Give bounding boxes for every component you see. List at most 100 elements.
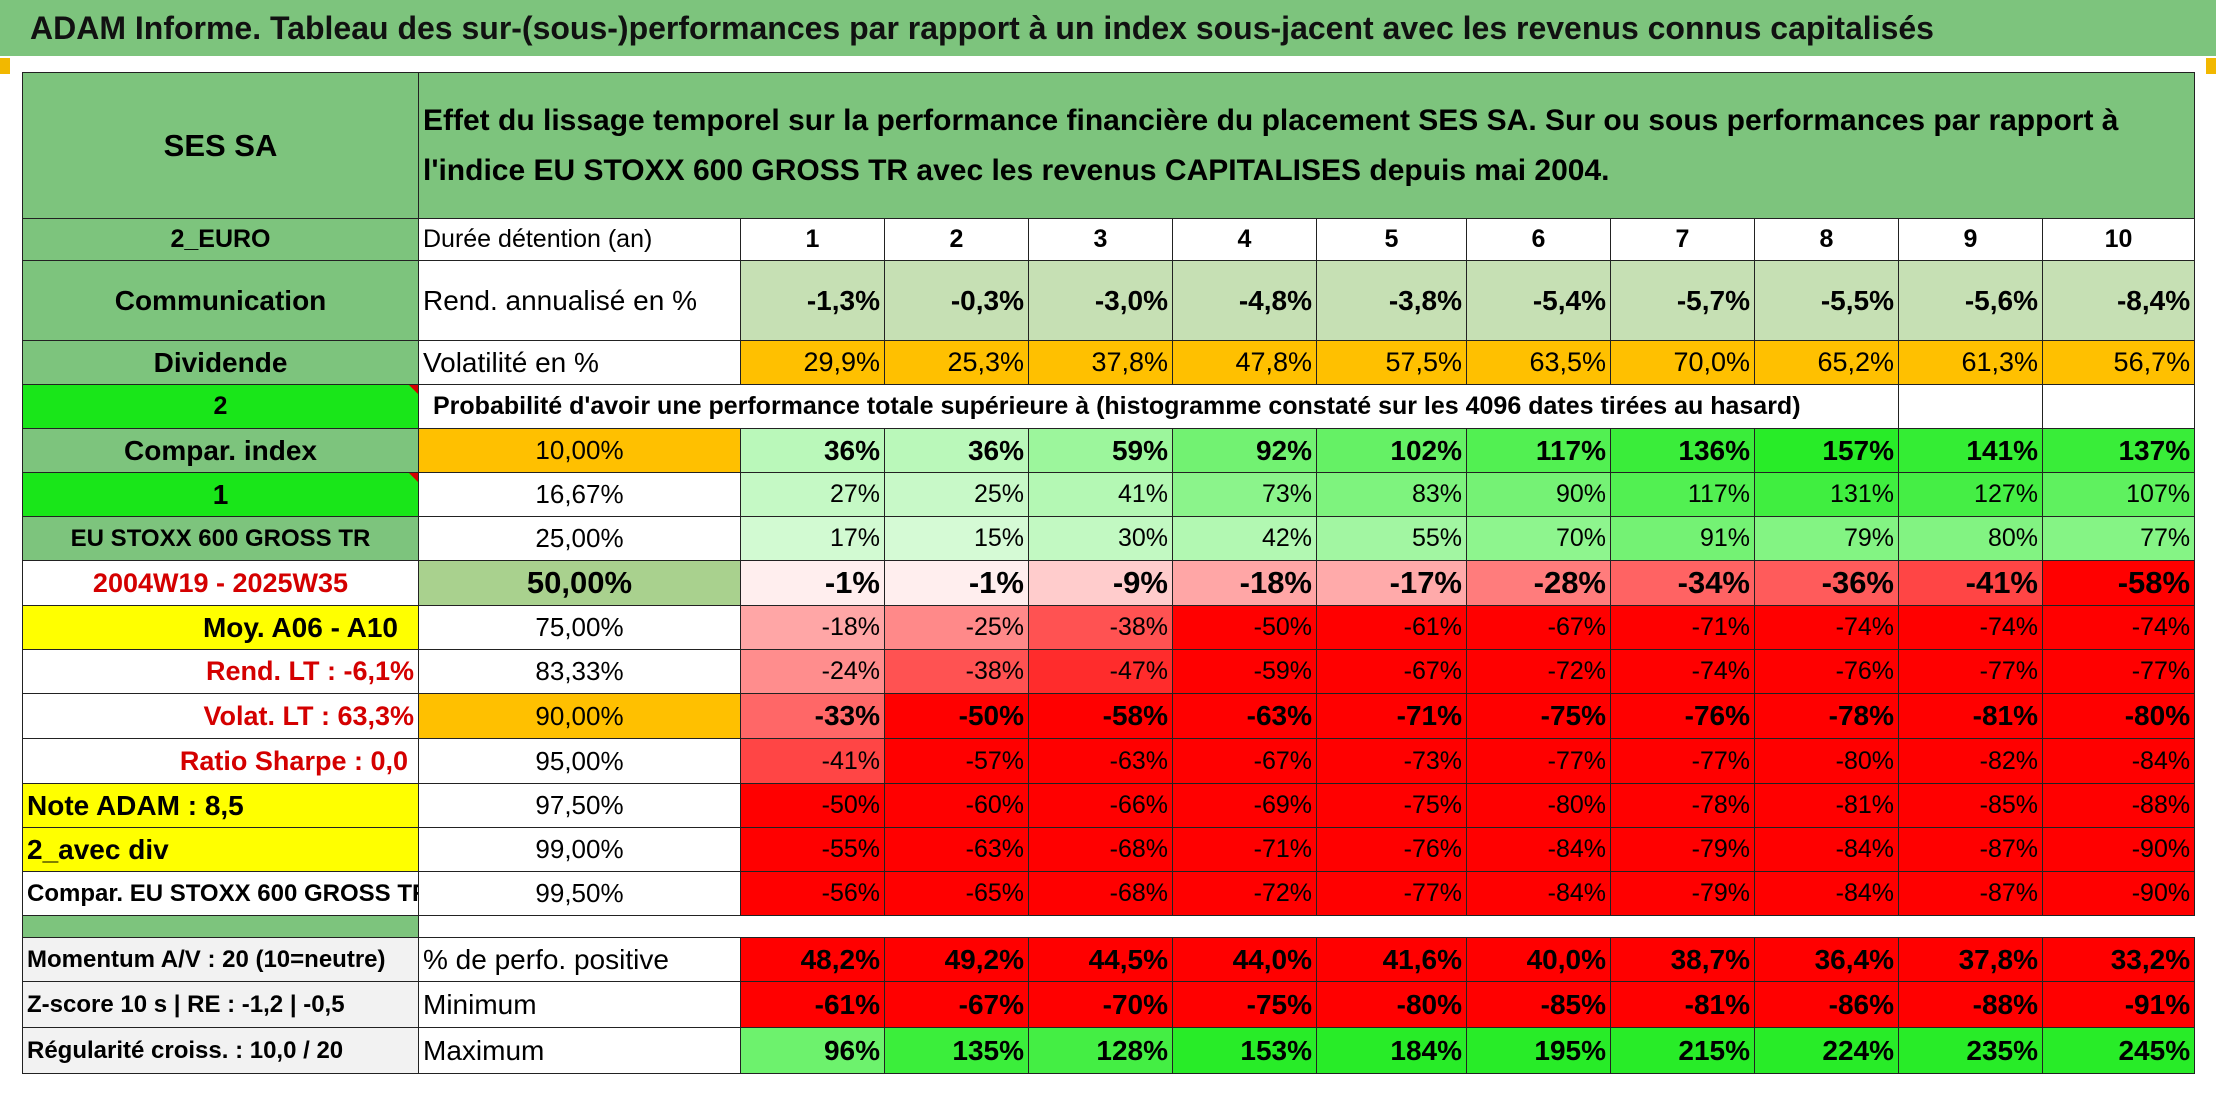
prob-threshold: 97,50% — [418, 783, 741, 828]
prob-value: -84% — [2041, 738, 2196, 784]
prob-value: -72% — [1466, 649, 1611, 694]
moy-label: Moy. A06 - A10 — [22, 605, 419, 650]
spacer — [419, 916, 2195, 938]
vol-value: 70,0% — [1610, 340, 1755, 385]
zscore: Z-score 10 s | RE : -1,2 | -0,5 — [22, 981, 419, 1028]
stat-value: 235% — [1898, 1027, 2043, 1074]
prob-value: -75% — [1316, 783, 1467, 828]
rend-value: -5,7% — [1610, 260, 1755, 341]
prob-value: -82% — [1898, 738, 2043, 784]
prob-row: Compar. index 10,00% 36% 36% 59% 92% 102% 117% 1… — [22, 428, 2196, 473]
corner-marker-right — [2206, 58, 2216, 74]
index-name: EU STOXX 600 GROSS TR — [22, 516, 419, 561]
prob-value: -69% — [1172, 783, 1317, 828]
prob-value: -24% — [740, 649, 885, 694]
prob-value: 27% — [740, 472, 885, 517]
prob-value: -59% — [1172, 649, 1317, 694]
prob-value: -56% — [740, 871, 885, 916]
prob-value: -33% — [740, 693, 885, 739]
year-header: 2 — [884, 218, 1029, 261]
prob-value: -84% — [1466, 871, 1611, 916]
prob-threshold: 10,00% — [418, 428, 741, 473]
prob-value: -88% — [2041, 783, 2196, 828]
prob-value: 41% — [1028, 472, 1173, 517]
prob-value: -34% — [1610, 560, 1755, 606]
prob-value: 102% — [1316, 428, 1467, 473]
prob-value: -77% — [1316, 871, 1467, 916]
rend-value: -5,4% — [1466, 260, 1611, 341]
year-header: 8 — [1754, 218, 1899, 261]
prob-threshold: 16,67% — [418, 472, 741, 517]
prob-value: -90% — [2041, 871, 2196, 916]
prob-value: 73% — [1172, 472, 1317, 517]
momentum: Momentum A/V : 20 (10=neutre) — [22, 937, 419, 982]
empty-cell — [1898, 384, 2043, 429]
prob-value: -87% — [1898, 827, 2043, 872]
rend-value: -8,4% — [2041, 260, 2196, 341]
note-adam: Note ADAM : 8,5 — [22, 783, 419, 828]
prob-value: 91% — [1610, 516, 1755, 561]
prob-value: 80% — [1898, 516, 2043, 561]
prob-value: 136% — [1610, 428, 1755, 473]
stat-value: -86% — [1754, 981, 1899, 1028]
prob-value: -66% — [1028, 783, 1173, 828]
prob-value: -78% — [1610, 783, 1755, 828]
prob-row: Rend. LT : -6,1% 83,33% -24% -38% -47% -59% -6… — [22, 649, 2196, 694]
dividend-label: Dividende — [22, 340, 419, 385]
prob-value: -17% — [1316, 560, 1467, 606]
stat-value: 135% — [884, 1027, 1029, 1074]
stat-label: % de perfo. positive — [418, 937, 741, 982]
stat-value: 128% — [1028, 1027, 1173, 1074]
prob-value: -80% — [1754, 738, 1899, 784]
rend-value: -3,0% — [1028, 260, 1173, 341]
prob-value: -76% — [1754, 649, 1899, 694]
prob-value: -9% — [1028, 560, 1173, 606]
rend-value: -4,8% — [1172, 260, 1317, 341]
prob-value: 117% — [1466, 428, 1611, 473]
prob-value: -58% — [2041, 560, 2196, 606]
stat-value: 33,2% — [2041, 937, 2196, 982]
spacer-row — [22, 915, 2195, 938]
prob-threshold: 25,00% — [418, 516, 741, 561]
prob-threshold: 90,00% — [418, 693, 741, 739]
prob-value: 117% — [1610, 472, 1755, 517]
year-header: 6 — [1466, 218, 1611, 261]
volat-lt: Volat. LT : 63,3% — [22, 693, 419, 739]
prob-value: 70% — [1466, 516, 1611, 561]
vol-value: 63,5% — [1466, 340, 1611, 385]
stat-value: -67% — [884, 981, 1029, 1028]
stat-label: Maximum — [418, 1027, 741, 1074]
prob-value: -77% — [1610, 738, 1755, 784]
rend-value: -5,6% — [1898, 260, 2043, 341]
prob-row: Note ADAM : 8,5 97,50% -50% -60% -66% -69% -75… — [22, 783, 2196, 828]
prob-row: 2004W19 - 2025W35 50,00% -1% -1% -9% -18% -17%… — [22, 560, 2196, 606]
prob-value: -58% — [1028, 693, 1173, 739]
prob-value: -85% — [1898, 783, 2043, 828]
prob-value: 79% — [1754, 516, 1899, 561]
prob-row: Moy. A06 - A10 75,00% -18% -25% -38% -50% -61%… — [22, 605, 2196, 650]
stat-value: 37,8% — [1898, 937, 2043, 982]
prob-value: 55% — [1316, 516, 1467, 561]
stat-value: 96% — [740, 1027, 885, 1074]
stat-value: 245% — [2041, 1027, 2196, 1074]
stat-value: 195% — [1466, 1027, 1611, 1074]
prob-value: -74% — [1610, 649, 1755, 694]
prob-value: -74% — [1898, 605, 2043, 650]
year-header: 10 — [2041, 218, 2196, 261]
prob-value: -60% — [884, 783, 1029, 828]
rend-row: Communication Rend. annualisé en % -1,3% -0… — [22, 260, 2196, 341]
prob-label: Probabilité d'avoir une performance tota… — [418, 384, 1899, 429]
prob-value: 25% — [884, 472, 1029, 517]
rend-lt: Rend. LT : -6,1% — [22, 649, 419, 694]
prob-value: -18% — [1172, 560, 1317, 606]
stat-value: 36,4% — [1754, 937, 1899, 982]
prob-value: -1% — [740, 560, 885, 606]
prob-value: -61% — [1316, 605, 1467, 650]
prob-value: -65% — [884, 871, 1029, 916]
prob-value: -80% — [1466, 783, 1611, 828]
stat-value: 215% — [1610, 1027, 1755, 1074]
year-header: 1 — [740, 218, 885, 261]
prob-value: -84% — [1754, 827, 1899, 872]
sector-label: Communication — [22, 260, 419, 341]
duration-label: Durée détention (an) — [418, 218, 741, 261]
